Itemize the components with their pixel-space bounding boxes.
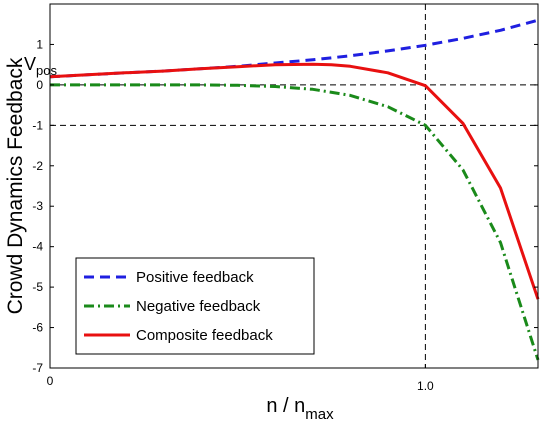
y-tick-label: -7 (32, 361, 43, 375)
x-tick-label: 0 (47, 374, 54, 388)
y-tick-label: -2 (32, 159, 43, 173)
y-tick-label: 1 (36, 37, 43, 51)
y-tick-label: -3 (32, 199, 43, 213)
x-axis-label: n / nmax (266, 395, 334, 423)
legend: Positive feedback Negative feedback Compos… (75, 257, 315, 355)
y-axis-label: Crowd Dynamics Feedback (4, 57, 27, 314)
legend-entry-label: Composite feedback (136, 327, 273, 344)
legend-entry-label: Positive feedback (136, 269, 254, 286)
series-line-positive-feedback (49, 18, 539, 79)
x-tick-label: 1.0 (417, 379, 434, 393)
y-tick-label: -5 (32, 280, 43, 294)
y-tick-label: 0 (36, 78, 43, 92)
series-line-negative-feedback (50, 83, 540, 361)
y-tick-label: -1 (32, 118, 43, 132)
plot-frame (49, 3, 539, 369)
y-axis-label-suffix: Vpos (24, 54, 57, 78)
y-axis-label-subscript: pos (36, 63, 57, 78)
x-axis-label-main: n / n (266, 395, 305, 417)
legend-entry-label: Negative feedback (136, 298, 261, 315)
axis-ticks: 1 0 -1 -2 -3 -4 -5 -6 -7 0 1.0 (32, 37, 538, 393)
y-tick-label: -6 (32, 321, 43, 335)
legend-box (75, 257, 315, 355)
y-tick-label: -4 (32, 240, 43, 254)
x-axis-label-subscript: max (305, 406, 334, 423)
series-line-composite-feedback (49, 62, 540, 300)
series-layer (49, 18, 540, 361)
y-axis-label-suffix-main: V (24, 54, 36, 74)
